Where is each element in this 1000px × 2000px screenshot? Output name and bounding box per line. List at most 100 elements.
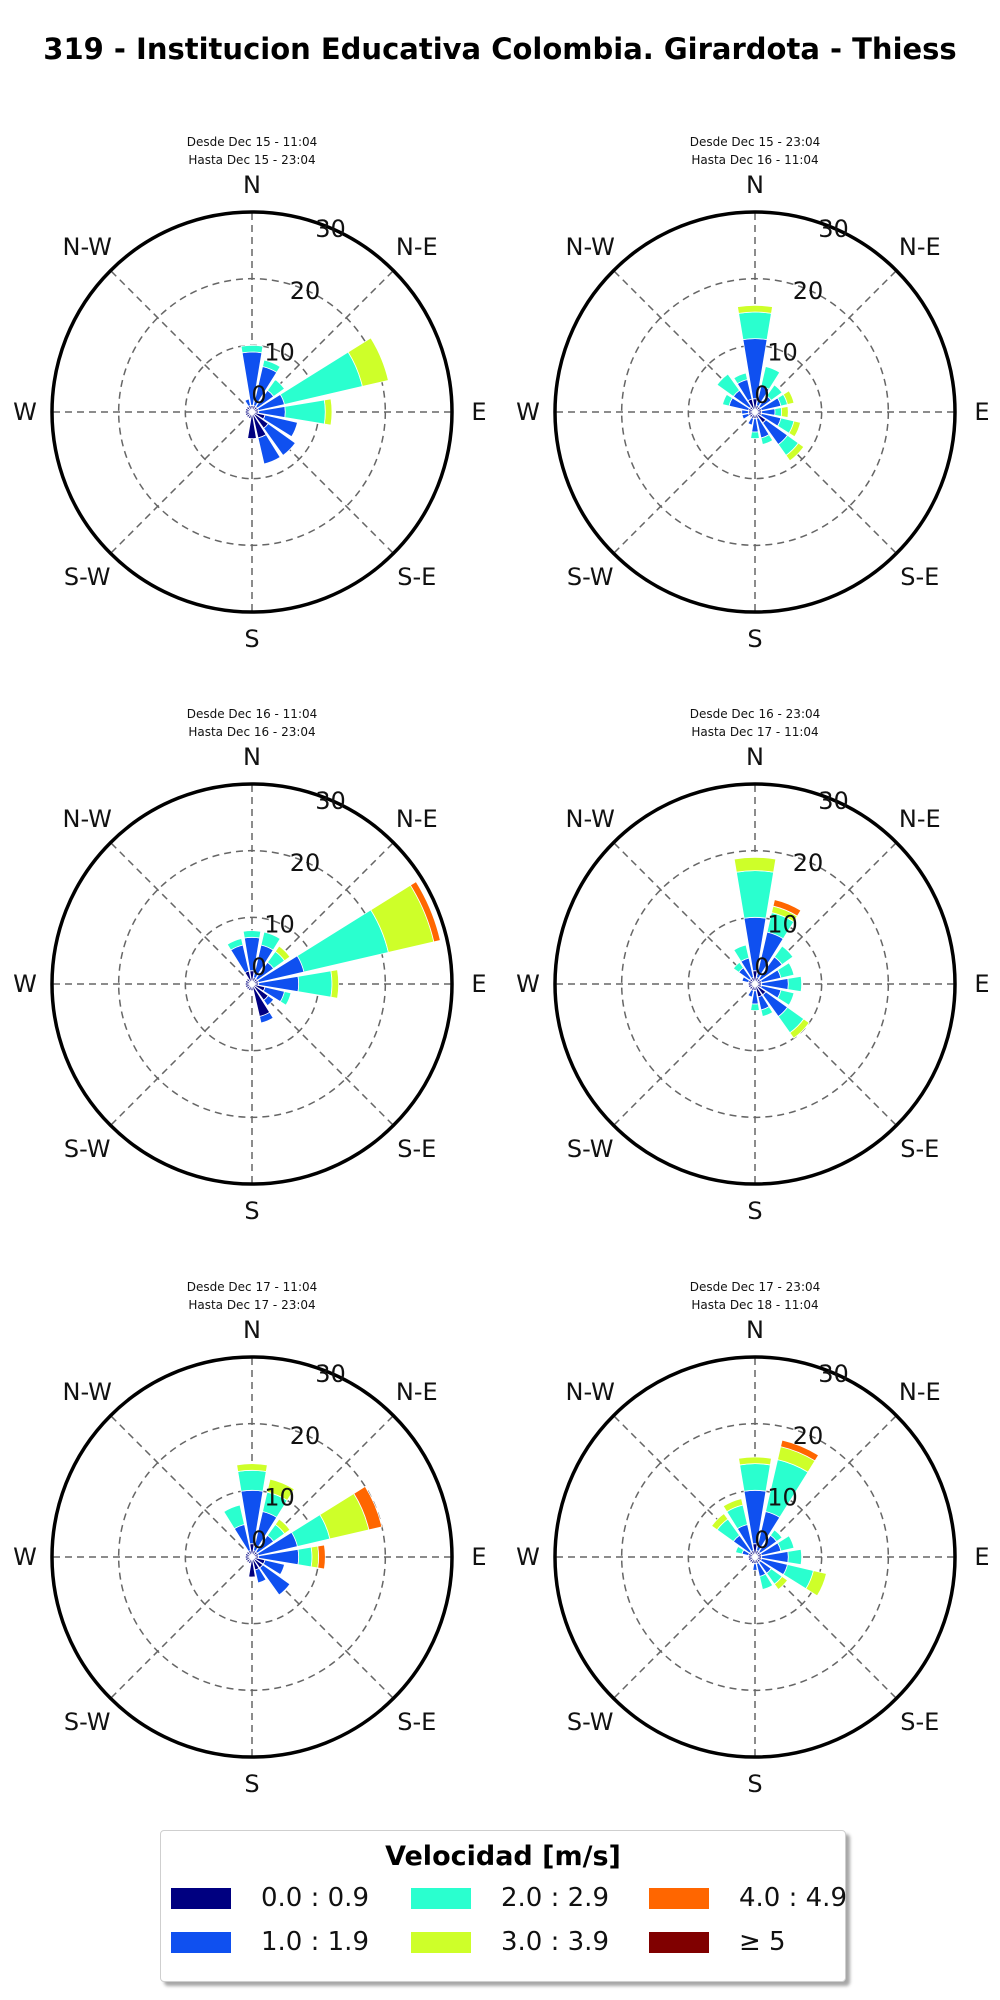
radial-tick-label: 20 [793, 849, 824, 877]
rose-bar-segment [785, 442, 805, 462]
radial-tick-label: 20 [793, 277, 824, 305]
legend-label: 0.0 : 0.9 [261, 1883, 369, 1913]
grid-spoke [613, 1556, 756, 1699]
outer-ring [553, 210, 957, 614]
chart-title: 319 - Institucion Educativa Colombia. Gi… [43, 32, 957, 66]
compass-label: S [244, 1770, 259, 1798]
compass-label: S-W [567, 1708, 614, 1736]
rose-bar-segment [777, 1535, 795, 1552]
windrose-grid: Desde Dec 15 - 11:04 Hasta Dec 15 - 23:04… [13, 135, 989, 1798]
compass-label: N-E [899, 1378, 941, 1406]
radial-tick-label: 0 [251, 1526, 266, 1554]
grid-spoke [754, 1556, 897, 1699]
grid-spoke [754, 983, 897, 1126]
rose-bar-segment [788, 420, 801, 438]
compass-label: S-W [567, 563, 614, 591]
rose-bar-segment [733, 944, 750, 962]
rose-bar-segment [760, 366, 781, 390]
outer-ring [50, 782, 454, 1186]
rose-bar-segment [739, 1463, 771, 1492]
rose-bar-segment [787, 975, 803, 993]
rose-bar-segment [773, 1575, 789, 1591]
rose-bar-segment [738, 311, 772, 341]
compass-label: S-W [64, 1135, 111, 1163]
panel-period-to: Hasta Dec 17 - 11:04 [691, 725, 818, 739]
radial-tick-label: 10 [767, 910, 798, 938]
rose-bar-segment [760, 1006, 774, 1017]
rose-bar-segment [787, 1548, 803, 1566]
rose-bar-segment [223, 1504, 245, 1530]
rose-bar-segment [266, 378, 286, 398]
rose-bar-segment [737, 304, 773, 314]
compass-label: S-E [397, 1708, 436, 1736]
grid-spoke [110, 270, 253, 413]
legend-label: 4.0 : 4.9 [739, 1883, 847, 1913]
compass-label: S [244, 1197, 259, 1225]
compass-label: W [13, 1543, 37, 1571]
compass-label: N [243, 171, 261, 199]
radial-tick-label: 20 [290, 1422, 321, 1450]
compass-label: S-E [900, 563, 939, 591]
legend: Velocidad [m/s] 0.0 : 0.9 1.0 : 1.9 2.0 … [160, 1830, 847, 1982]
rose-bar-segment [732, 961, 744, 973]
compass-label: N-E [899, 233, 941, 261]
rose-bar-segment [741, 976, 750, 983]
rose-bar-segment [296, 909, 389, 973]
grid-spoke [613, 1415, 756, 1558]
grid-spoke [251, 270, 394, 413]
outer-ring [553, 1355, 957, 1759]
radial-tick-label: 30 [818, 215, 849, 243]
compass-label: E [471, 1543, 486, 1571]
rose-bar-segment [330, 969, 340, 999]
rose-bar-segment [735, 1545, 745, 1555]
rose-bar-segment [237, 1469, 267, 1492]
legend-swatch [171, 1888, 231, 1909]
grid-spoke [754, 842, 897, 985]
compass-label: S-W [567, 1135, 614, 1163]
legend-swatch [649, 1932, 709, 1953]
compass-label: N-W [566, 233, 615, 261]
rose-bar-segment [247, 411, 257, 440]
panel-period-to: Hasta Dec 18 - 11:04 [691, 1298, 818, 1312]
grid-spoke [613, 411, 756, 554]
compass-label: N-W [566, 805, 615, 833]
rose-bar-segment [236, 1463, 268, 1472]
grid-spoke [613, 270, 756, 413]
rose-bar-segment [750, 1003, 760, 1012]
rose-bar-segment [317, 1544, 326, 1570]
rose-bar-segment [262, 359, 281, 373]
compass-label: N-E [899, 805, 941, 833]
windrose-panel: Desde Dec 16 - 23:04 Hasta Dec 17 - 11:04… [516, 707, 989, 1225]
panel-period-to: Hasta Dec 17 - 23:04 [188, 1298, 315, 1312]
compass-label: W [516, 970, 540, 998]
grid-spoke [251, 1415, 394, 1558]
panel-period-to: Hasta Dec 16 - 11:04 [691, 153, 818, 167]
legend-swatch [649, 1888, 709, 1909]
rose-bar-segment [297, 970, 333, 998]
grid-spoke [110, 983, 253, 1126]
rose-bar-segment [240, 344, 264, 354]
rose-bar-segment [759, 1573, 774, 1590]
compass-label: N-E [396, 805, 438, 833]
compass-label: N [746, 743, 764, 771]
compass-label: N-W [63, 805, 112, 833]
compass-label: N [746, 171, 764, 199]
radial-tick-label: 30 [315, 1360, 346, 1388]
rose-bar-segment [254, 1567, 267, 1584]
compass-label: N-E [396, 1378, 438, 1406]
rose-bar-segment [780, 406, 789, 418]
windrose-panel: Desde Dec 15 - 11:04 Hasta Dec 15 - 23:04… [13, 135, 486, 653]
grid-spoke [754, 270, 897, 413]
outer-ring [50, 210, 454, 614]
rose-bar-segment [777, 989, 795, 1006]
panel-period-to: Hasta Dec 16 - 23:04 [188, 725, 315, 739]
rose-bar-segment [263, 423, 296, 456]
grid-spoke [110, 842, 253, 985]
rose-bar-segment [722, 1498, 744, 1513]
rose-bar-segment [780, 1439, 820, 1462]
rose-bar-segment [747, 417, 754, 426]
grid-spoke [754, 1415, 897, 1558]
rose-bar-segment [711, 1513, 729, 1531]
compass-label: S [244, 625, 259, 653]
panel-period-from: Desde Dec 16 - 23:04 [690, 707, 821, 721]
